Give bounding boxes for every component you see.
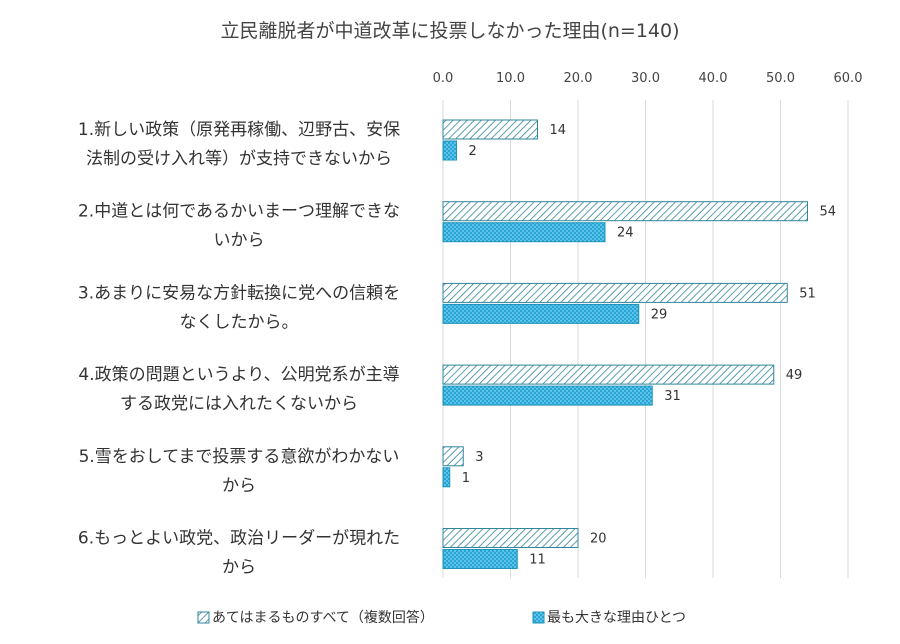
bar	[442, 467, 451, 488]
category-label-line: なくしたから。	[180, 312, 299, 332]
legend-swatch-all	[197, 611, 210, 624]
bar	[442, 549, 518, 569]
x-tick-label: 20.0	[564, 71, 593, 86]
bar	[442, 303, 640, 324]
category-label: 6.もっとよい政党、政治リーダーが現れたから	[78, 529, 400, 578]
category-label-line: 1.新しい政策（原発再稼働、辺野古、安保	[78, 120, 400, 140]
data-label: 24	[617, 226, 634, 241]
bar	[442, 282, 788, 303]
category-label-line: いから	[214, 231, 265, 251]
x-tick-label: 60.0	[834, 71, 863, 86]
category-label-line: する政党には入れたくないから	[120, 394, 358, 414]
category-label-line: 6.もっとよい政党、政治リーダーが現れた	[78, 529, 400, 549]
x-tick-label: 10.0	[496, 71, 525, 86]
data-label: 2	[469, 144, 477, 159]
category-label: 1.新しい政策（原発再稼働、辺野古、安保法制の受け入れ等）が支持できないから	[78, 120, 400, 169]
x-tick-label: 0.0	[433, 71, 454, 86]
category-label: 4.政策の問題というより、公明党系が主導する政党には入れたくないから	[78, 365, 399, 414]
bar	[442, 140, 457, 161]
x-axis-ticks: 0.0 10.0 20.0 30.0 40.0 50.0 60.0	[433, 71, 863, 86]
legend-label-all: あてはまるものすべて（複数回答）	[212, 609, 434, 626]
category-label-line: 2.中道とは何であるかいまーつ理解できな	[78, 202, 400, 222]
data-label: 11	[529, 553, 546, 568]
bars: 14 2 54 24 51 29 49 31 31 20 11	[442, 119, 837, 569]
gridlines	[442, 100, 849, 578]
category-labels: 1.新しい政策（原発再稼働、辺野古、安保法制の受け入れ等）が支持できないから 2.…	[78, 120, 400, 578]
category-label-line: 法制の受け入れ等）が支持できないから	[86, 149, 392, 169]
legend-swatch-main	[532, 611, 545, 624]
bar	[442, 201, 808, 222]
data-label: 20	[590, 532, 607, 547]
data-label: 3	[475, 450, 483, 465]
data-label: 1	[462, 471, 470, 486]
chart-title: 立民離脱者が中道改革に投票しなかった理由(n=140)	[220, 20, 679, 42]
data-label: 29	[651, 307, 668, 322]
bar	[442, 364, 775, 385]
category-label-line: から	[222, 558, 256, 578]
bar	[442, 446, 464, 467]
x-tick-label: 30.0	[631, 71, 660, 86]
category-label-line: 4.政策の問題というより、公明党系が主導	[78, 365, 399, 385]
category-label: 3.あまりに安易な方針転換に党への信頼をなくしたから。	[78, 283, 400, 332]
data-label: 14	[550, 123, 567, 138]
data-label: 54	[820, 205, 837, 220]
bar	[442, 385, 653, 406]
category-label: 5.雪をおしてまで投票する意欲がわかないから	[79, 447, 400, 496]
category-label: 2.中道とは何であるかいまーつ理解できないから	[78, 202, 400, 251]
data-label: 49	[786, 368, 803, 383]
legend: あてはまるものすべて（複数回答） 最も大きな理由ひとつ	[197, 609, 686, 626]
x-tick-label: 50.0	[766, 71, 795, 86]
bar	[442, 528, 579, 548]
legend-label-main: 最も大きな理由ひとつ	[547, 610, 686, 626]
x-tick-label: 40.0	[699, 71, 728, 86]
bar	[442, 222, 606, 243]
data-label: 51	[799, 286, 816, 301]
bar	[442, 119, 538, 140]
category-label-line: 5.雪をおしてまで投票する意欲がわかない	[79, 447, 400, 467]
category-label-line: から	[222, 476, 256, 496]
category-label-line: 3.あまりに安易な方針転換に党への信頼を	[78, 283, 400, 303]
data-label: 31	[664, 389, 681, 404]
